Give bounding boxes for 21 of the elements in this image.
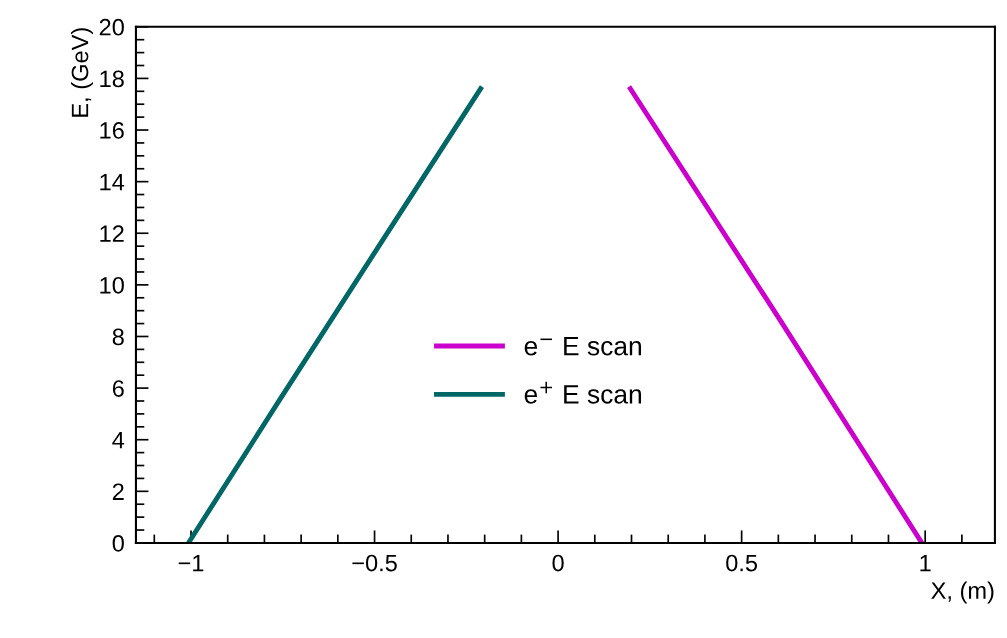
x-tick-label: 0.5 — [726, 554, 758, 572]
y-axis-title: E, (GeV) — [71, 28, 94, 117]
y-tick-label: 0 — [112, 535, 124, 552]
y-tick-label: 4 — [112, 432, 125, 449]
legend-label: e$^{−}$ E scan — [524, 337, 641, 356]
y-tick-label: 20 — [99, 18, 124, 36]
line-series — [186, 86, 484, 543]
y-tick-label: 2 — [112, 483, 124, 500]
x-tick-label: 0 — [552, 554, 564, 572]
x-axis-title: X, (m) — [931, 581, 994, 604]
legend-label: e$^{+}$ E scan — [524, 381, 641, 404]
y-tick-label: 6 — [112, 380, 124, 397]
y-tick-label: 12 — [100, 225, 124, 242]
x-tick-label: −1 — [178, 554, 204, 572]
y-tick-label: 18 — [100, 70, 124, 88]
y-tick-label: 10 — [100, 276, 124, 294]
x-tick-label: −0.5 — [352, 554, 397, 572]
x-tick-label: 1 — [920, 554, 931, 572]
y-tick-label: 14 — [100, 173, 125, 191]
y-tick-label: 16 — [100, 122, 124, 139]
y-tick-label: 8 — [112, 328, 124, 346]
